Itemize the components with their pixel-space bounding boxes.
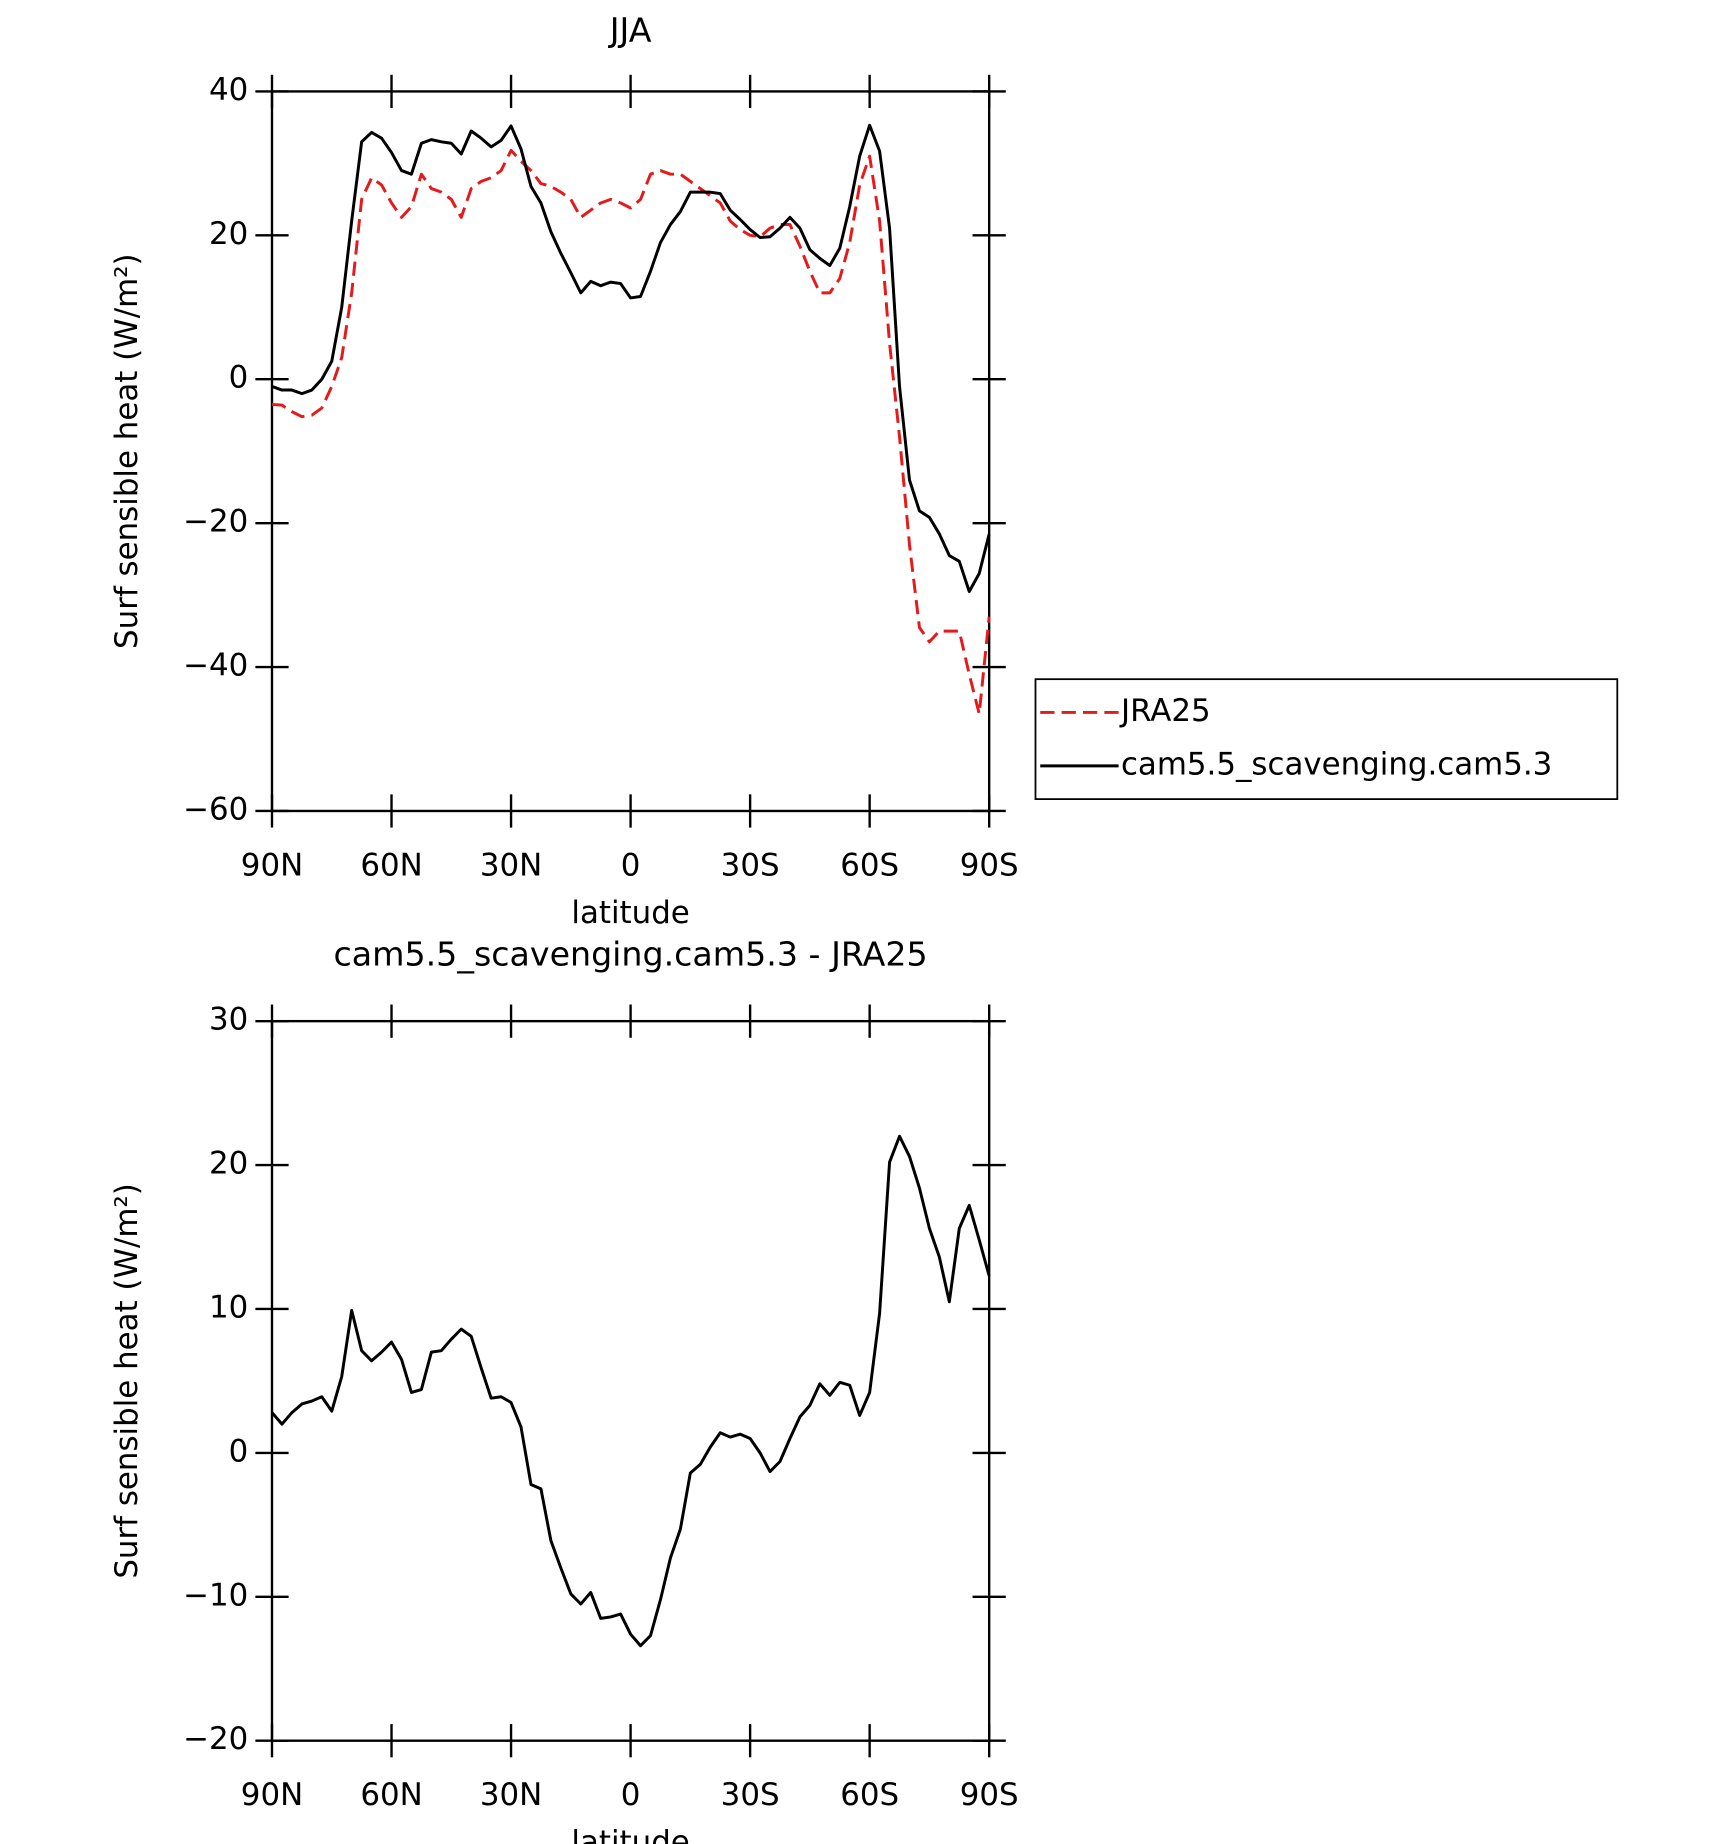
y-tick-label: 0: [229, 360, 249, 396]
x-tick-label: 30S: [721, 847, 780, 883]
x-axis-label: latitude: [571, 895, 689, 931]
y-tick-label: −20: [183, 504, 248, 540]
y-tick-label: 20: [209, 1146, 248, 1182]
x-tick-label: 30S: [721, 1777, 780, 1813]
y-tick-label: −20: [183, 1721, 248, 1757]
x-tick-label: 90N: [241, 1777, 303, 1813]
x-tick-label: 30N: [480, 847, 542, 883]
x-tick-label: 60N: [360, 847, 422, 883]
plot-frame: [270, 1019, 991, 1742]
y-axis-label: Surf sensible heat (W/m²): [109, 1183, 145, 1579]
x-tick-label: 60N: [360, 1777, 422, 1813]
x-axis-label: latitude: [571, 1825, 689, 1844]
x-tick-label: 90S: [960, 847, 1019, 883]
y-tick-label: 30: [209, 1002, 248, 1038]
x-tick-label: 60S: [840, 847, 899, 883]
x-tick-label: 60S: [840, 1777, 899, 1813]
x-tick-label: 30N: [480, 1777, 542, 1813]
y-tick-label: −40: [183, 648, 248, 684]
legend-label: JRA25: [1119, 693, 1211, 729]
y-tick-label: 40: [209, 72, 248, 108]
x-tick-label: 0: [621, 847, 641, 883]
x-tick-label: 90N: [241, 847, 303, 883]
data-line: [270, 1134, 991, 1648]
y-tick-label: −60: [183, 791, 248, 827]
chart-title: JJA: [608, 11, 652, 50]
legend-box: [1034, 678, 1619, 800]
plot-frame: [270, 90, 991, 813]
x-tick-label: 0: [621, 1777, 641, 1813]
y-axis-label: Surf sensible heat (W/m²): [109, 253, 145, 649]
y-tick-label: 10: [209, 1289, 248, 1325]
y-tick-label: −10: [183, 1577, 248, 1613]
chart-title: cam5.5_scavenging.cam5.3 - JRA25: [333, 934, 927, 973]
legend-label: cam5.5_scavenging.cam5.3: [1121, 746, 1552, 782]
data-line: [271, 148, 991, 716]
y-tick-label: 20: [209, 216, 248, 252]
data-line: [271, 123, 991, 594]
y-tick-label: 0: [229, 1433, 249, 1469]
x-tick-label: 90S: [960, 1777, 1019, 1813]
